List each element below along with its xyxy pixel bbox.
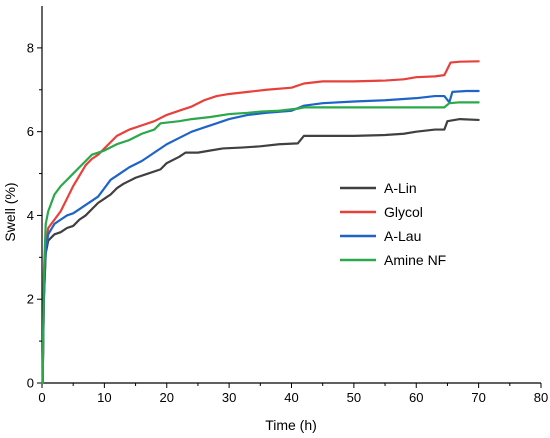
legend: A-Lin Glycol A-Lau Amine NF <box>340 180 446 268</box>
x-axis-label: Time (h) <box>265 417 317 433</box>
series-line-amine-nf <box>41 101 480 385</box>
x-tick-label: 60 <box>409 390 423 405</box>
y-axis-ticks: 0 2 4 6 8 <box>27 40 42 391</box>
series-line-a-lin <box>41 118 480 385</box>
y-axis-label: Swell (%) <box>2 182 18 241</box>
x-tick-label: 0 <box>38 390 45 405</box>
y-tick-label: 0 <box>27 376 34 391</box>
x-tick-label: 70 <box>471 390 485 405</box>
x-tick-label: 20 <box>160 390 174 405</box>
x-tick-label: 80 <box>534 390 548 405</box>
series-line-a-lau <box>41 89 480 385</box>
x-tick-label: 30 <box>222 390 236 405</box>
x-tick-label: 50 <box>347 390 361 405</box>
series-lines <box>41 60 480 385</box>
y-tick-label: 6 <box>27 124 34 139</box>
series-line-glycol <box>41 60 480 385</box>
x-axis-ticks: 0 10 20 30 40 50 60 70 80 <box>38 383 548 405</box>
legend-label: A-Lau <box>384 228 421 244</box>
legend-label: Glycol <box>384 204 423 220</box>
x-tick-label: 10 <box>97 390 111 405</box>
y-tick-label: 2 <box>27 292 34 307</box>
x-tick-label: 40 <box>284 390 298 405</box>
legend-label: Amine NF <box>384 252 446 268</box>
legend-label: A-Lin <box>384 180 417 196</box>
y-tick-label: 8 <box>27 40 34 55</box>
y-tick-label: 4 <box>27 208 34 223</box>
